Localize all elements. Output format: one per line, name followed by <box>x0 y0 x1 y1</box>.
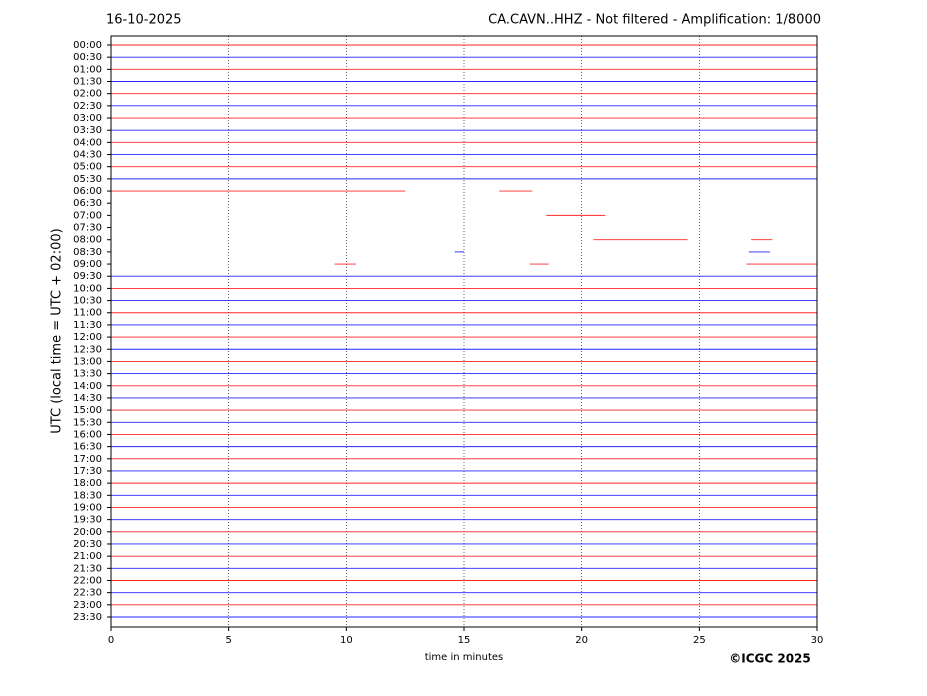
row-label: 23:00 <box>73 600 102 611</box>
row-label: 20:00 <box>73 527 102 538</box>
row-label: 12:30 <box>73 344 102 355</box>
row-label: 22:30 <box>73 588 102 599</box>
row-label: 13:30 <box>73 369 102 380</box>
row-label: 13:00 <box>73 356 102 367</box>
row-label: 12:00 <box>73 332 102 343</box>
x-tick-label: 0 <box>108 635 114 646</box>
x-tick-label: 15 <box>458 635 471 646</box>
row-label: 04:00 <box>73 137 102 148</box>
chart-title: CA.CAVN..HHZ - Not filtered - Amplificat… <box>488 13 821 28</box>
row-label: 16:30 <box>73 442 102 453</box>
row-label: 17:00 <box>73 454 102 465</box>
row-label: 15:00 <box>73 405 102 416</box>
row-label: 21:00 <box>73 551 102 562</box>
date: 16-10-2025 <box>106 13 182 28</box>
credit: ©ICGC 2025 <box>729 652 811 666</box>
row-label: 00:00 <box>73 40 102 51</box>
x-tick-label: 25 <box>693 635 706 646</box>
x-tick-label: 5 <box>225 635 231 646</box>
row-label: 14:00 <box>73 381 102 392</box>
row-label: 06:00 <box>73 186 102 197</box>
row-label: 09:00 <box>73 259 102 270</box>
row-label: 00:30 <box>73 52 102 63</box>
row-label: 02:30 <box>73 101 102 112</box>
x-axis-label: time in minutes <box>425 652 504 663</box>
x-tick-label: 20 <box>575 635 588 646</box>
row-label: 01:00 <box>73 64 102 75</box>
row-label: 21:30 <box>73 563 102 574</box>
row-label: 07:00 <box>73 210 102 221</box>
row-label: 19:00 <box>73 502 102 513</box>
row-label: 03:00 <box>73 113 102 124</box>
row-label: 10:30 <box>73 296 102 307</box>
row-label: 11:00 <box>73 308 102 319</box>
row-label: 05:30 <box>73 174 102 185</box>
row-label: 16:00 <box>73 429 102 440</box>
row-label: 11:30 <box>73 320 102 331</box>
row-label: 15:30 <box>73 417 102 428</box>
y-axis-label: UTC (local time = UTC + 02:00) <box>50 228 65 433</box>
row-label: 19:30 <box>73 515 102 526</box>
plot-frame <box>110 35 818 628</box>
row-label: 18:30 <box>73 490 102 501</box>
row-label: 08:30 <box>73 247 102 258</box>
row-label: 20:30 <box>73 539 102 550</box>
row-label: 17:30 <box>73 466 102 477</box>
row-label: 05:00 <box>73 162 102 173</box>
row-label: 09:30 <box>73 271 102 282</box>
row-label: 23:30 <box>73 612 102 623</box>
row-label: 08:00 <box>73 235 102 246</box>
row-label: 01:30 <box>73 77 102 88</box>
row-label: 14:30 <box>73 393 102 404</box>
x-tick-label: 10 <box>340 635 353 646</box>
x-tick-label: 30 <box>811 635 824 646</box>
row-label: 07:30 <box>73 223 102 234</box>
row-label: 22:00 <box>73 575 102 586</box>
row-label: 10:00 <box>73 283 102 294</box>
row-label: 03:30 <box>73 125 102 136</box>
row-label: 18:00 <box>73 478 102 489</box>
row-label: 02:00 <box>73 89 102 100</box>
row-label: 06:30 <box>73 198 102 209</box>
row-label: 04:30 <box>73 150 102 161</box>
